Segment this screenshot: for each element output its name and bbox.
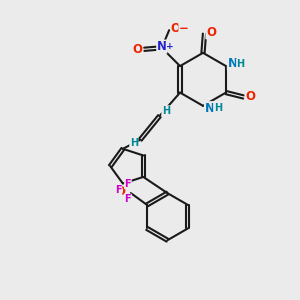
- Text: H: H: [214, 103, 222, 113]
- Text: N: N: [205, 102, 214, 115]
- Text: F: F: [124, 194, 131, 204]
- Text: O: O: [115, 185, 125, 198]
- Text: O: O: [171, 22, 181, 35]
- Text: O: O: [245, 91, 255, 103]
- Text: O: O: [206, 26, 216, 39]
- Text: F: F: [115, 185, 122, 195]
- Text: H: H: [237, 59, 245, 69]
- Text: H: H: [162, 106, 170, 116]
- Text: −: −: [179, 22, 189, 35]
- Text: +: +: [166, 42, 174, 51]
- Text: N: N: [157, 40, 167, 53]
- Text: H: H: [130, 138, 138, 148]
- Text: F: F: [124, 179, 131, 189]
- Text: O: O: [133, 43, 143, 56]
- Text: N: N: [227, 57, 237, 70]
